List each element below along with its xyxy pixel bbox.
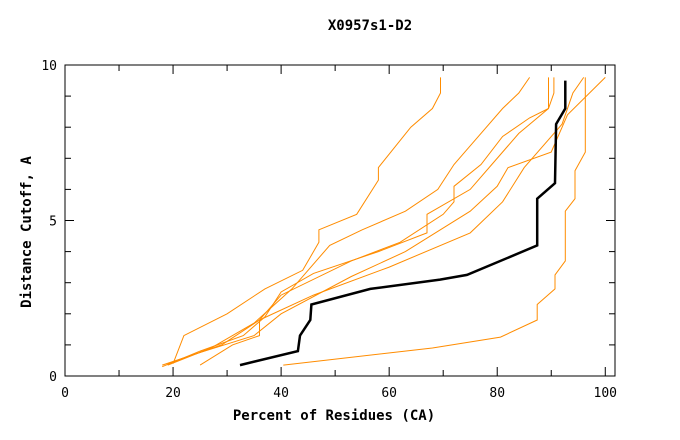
- series-line-model-e: [199, 77, 585, 366]
- x-tick-label: 80: [489, 386, 505, 401]
- chart-title: X0957s1-D2: [328, 18, 412, 34]
- x-tick-label: 100: [594, 386, 617, 401]
- series-line-model-b: [167, 77, 531, 366]
- x-tick-label: 60: [381, 386, 397, 401]
- x-axis-label: Percent of Residues (CA): [233, 408, 435, 424]
- y-axis-label: Distance Cutoff, A: [19, 156, 35, 308]
- series-line-highlighted-model: [239, 80, 567, 367]
- y-tick-label: 0: [49, 370, 57, 385]
- x-tick-label: 0: [61, 386, 69, 401]
- series-line-model-c: [162, 77, 549, 368]
- x-tick-label: 20: [165, 386, 181, 401]
- y-tick-label: 5: [49, 215, 57, 230]
- series-line-model-f: [162, 77, 606, 366]
- series-line-model-g: [283, 77, 586, 366]
- y-tick-label: 10: [41, 59, 57, 74]
- x-tick-label: 40: [273, 386, 289, 401]
- series-line-model-d: [167, 77, 555, 365]
- plot-frame: [64, 64, 616, 377]
- series-line-model-a: [172, 77, 441, 364]
